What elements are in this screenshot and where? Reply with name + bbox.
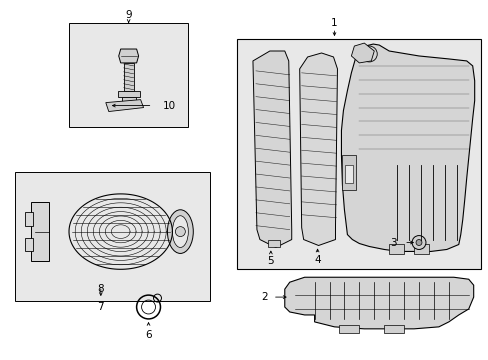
Bar: [342, 155, 356, 190]
Polygon shape: [284, 277, 473, 329]
Bar: [69, 23, 188, 127]
Circle shape: [175, 227, 185, 237]
Polygon shape: [119, 49, 138, 63]
Ellipse shape: [167, 210, 193, 253]
Bar: [15, 172, 210, 301]
Text: 6: 6: [145, 330, 152, 340]
Text: 3: 3: [390, 238, 396, 248]
Bar: [267, 239, 279, 247]
Bar: [31, 202, 49, 261]
Text: 10: 10: [162, 100, 175, 111]
Bar: [413, 244, 428, 255]
Bar: [25, 238, 33, 251]
Bar: [122, 96, 135, 105]
Text: 7: 7: [97, 302, 104, 312]
Bar: [345, 165, 353, 183]
Text: 9: 9: [125, 10, 132, 20]
Circle shape: [415, 239, 421, 246]
Text: 5: 5: [267, 256, 274, 266]
Bar: [384, 325, 403, 333]
Polygon shape: [341, 44, 474, 251]
Bar: [388, 244, 403, 255]
Ellipse shape: [172, 216, 188, 247]
Text: 1: 1: [330, 18, 337, 28]
Bar: [237, 39, 480, 269]
Circle shape: [366, 51, 371, 57]
Polygon shape: [252, 51, 291, 247]
Bar: [25, 212, 33, 226]
Text: 8: 8: [97, 284, 104, 294]
Polygon shape: [105, 100, 143, 112]
Bar: [339, 325, 359, 333]
Polygon shape: [351, 43, 373, 63]
Polygon shape: [299, 53, 337, 246]
Text: 2: 2: [261, 292, 267, 302]
Bar: [123, 63, 133, 91]
Text: 4: 4: [314, 255, 320, 265]
Bar: [118, 91, 139, 96]
Circle shape: [411, 235, 425, 249]
